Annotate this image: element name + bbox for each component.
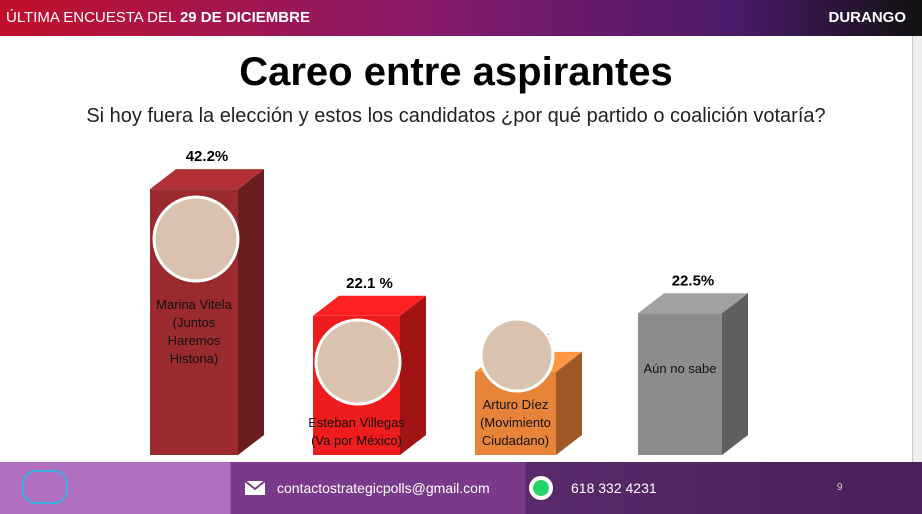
page-number: 9 (837, 482, 843, 493)
footer-phone: 618 332 4231 (571, 480, 657, 496)
bar (638, 313, 722, 455)
candidate-photo (314, 318, 402, 406)
footer-email: contactostrategicpolls@gmail.com (277, 480, 490, 496)
data-label: 22.5% (672, 272, 715, 289)
bar-top (313, 295, 426, 316)
chart: 42.2%22.1 %13.2 %22.5% (150, 148, 748, 455)
chart-title: Careo entre aspirantes (239, 50, 673, 94)
data-label: 22.1 % (346, 275, 393, 292)
bar-top (638, 293, 748, 314)
footer (0, 462, 922, 514)
category-label: Marina Vitela (Juntos Haremos Historia) (156, 297, 232, 366)
header-lead: ÚLTIMA ENCUESTA DEL (6, 9, 176, 26)
category-label: Aún no sabe (643, 361, 717, 376)
logo (22, 470, 68, 504)
data-label: 42.2% (186, 148, 229, 165)
mail-icon (244, 480, 266, 495)
category-label: Arturo Díez (Movimiento Ciudadano) (480, 397, 551, 448)
whatsapp-icon (529, 476, 553, 500)
scrollbar (912, 36, 922, 462)
header-text: ÚLTIMA ENCUESTA DEL 29 DE DICIEMBRE (6, 9, 310, 26)
header-bar (0, 0, 922, 36)
header-region: DURANGO (828, 9, 907, 26)
candidate-photo (152, 195, 240, 283)
chart-subtitle: Si hoy fuera la elección y estos los can… (86, 105, 826, 127)
bar-side (400, 295, 426, 455)
bar-side (556, 351, 582, 455)
candidate-photo (479, 317, 555, 393)
header-date: 29 DE DICIEMBRE (179, 9, 310, 26)
bar-side (722, 293, 748, 455)
bar-side (238, 169, 264, 455)
bar-top (150, 169, 264, 190)
category-label: Esteban Villegas (Va por México) (308, 415, 405, 448)
